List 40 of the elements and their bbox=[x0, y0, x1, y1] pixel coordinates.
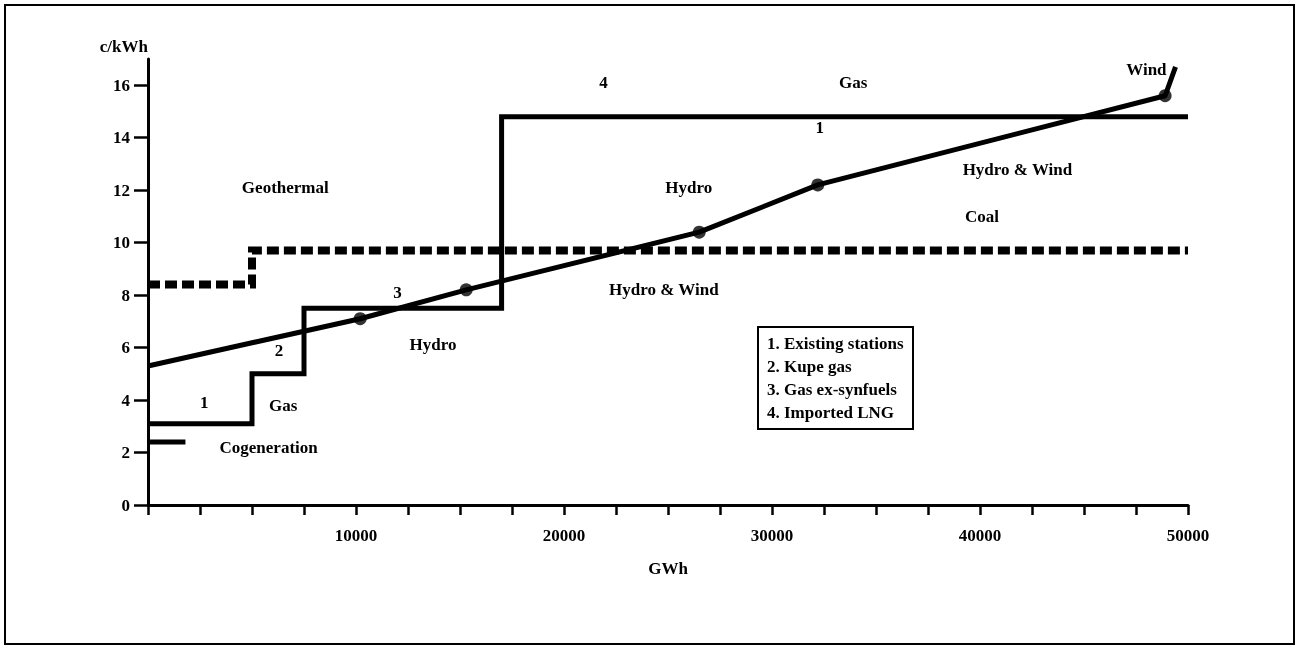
annotation: Geothermal bbox=[241, 178, 329, 198]
annotation: Wind bbox=[1126, 59, 1168, 79]
annotation: Hydro & Wind bbox=[609, 280, 720, 300]
annotation: Gas bbox=[269, 395, 298, 415]
x-tick-label: 20000 bbox=[542, 526, 586, 545]
annotation: 4. Imported LNG bbox=[767, 402, 896, 424]
y-tick-label: 8 bbox=[121, 285, 130, 305]
annotation: Hydro bbox=[409, 335, 457, 355]
annotation: 3. Gas ex-synfuels bbox=[767, 379, 898, 401]
annotation: Coal bbox=[965, 206, 1000, 226]
annotation: 2 bbox=[274, 340, 284, 360]
y-tick-label: 4 bbox=[121, 390, 131, 410]
annotation: Gas bbox=[838, 73, 868, 93]
x-tick-label: 10000 bbox=[334, 526, 378, 545]
point bbox=[1158, 89, 1172, 103]
x-tick-label: 30000 bbox=[750, 526, 794, 545]
annotation: 1. Existing stations bbox=[767, 333, 904, 355]
annotation: 4 bbox=[599, 73, 609, 93]
y-tick-label: 10 bbox=[113, 233, 130, 253]
y-axis-title: c/kWh bbox=[99, 37, 149, 56]
y-tick-label: 6 bbox=[121, 338, 130, 358]
x-tick-label: 50000 bbox=[1166, 526, 1210, 545]
y-tick-label: 14 bbox=[113, 128, 131, 148]
annotation: 1 bbox=[815, 117, 825, 137]
annotation: Hydro & Wind bbox=[962, 159, 1073, 179]
point bbox=[692, 225, 706, 239]
y-tick-label: 2 bbox=[121, 443, 130, 463]
annotation: Hydro bbox=[665, 178, 713, 198]
y-tick-label: 12 bbox=[113, 180, 130, 200]
annotation: 3 bbox=[393, 282, 402, 302]
x-axis-title: GWh bbox=[648, 559, 689, 578]
annotation: 2. Kupe gas bbox=[767, 356, 853, 378]
x-tick-label: 40000 bbox=[958, 526, 1002, 545]
y-tick-label: 0 bbox=[121, 495, 130, 515]
point bbox=[459, 283, 473, 297]
point bbox=[353, 312, 367, 326]
point bbox=[811, 178, 825, 192]
annotation: 1 bbox=[199, 393, 209, 413]
y-tick-label: 16 bbox=[113, 75, 130, 95]
annotation: Cogeneration bbox=[219, 437, 319, 457]
